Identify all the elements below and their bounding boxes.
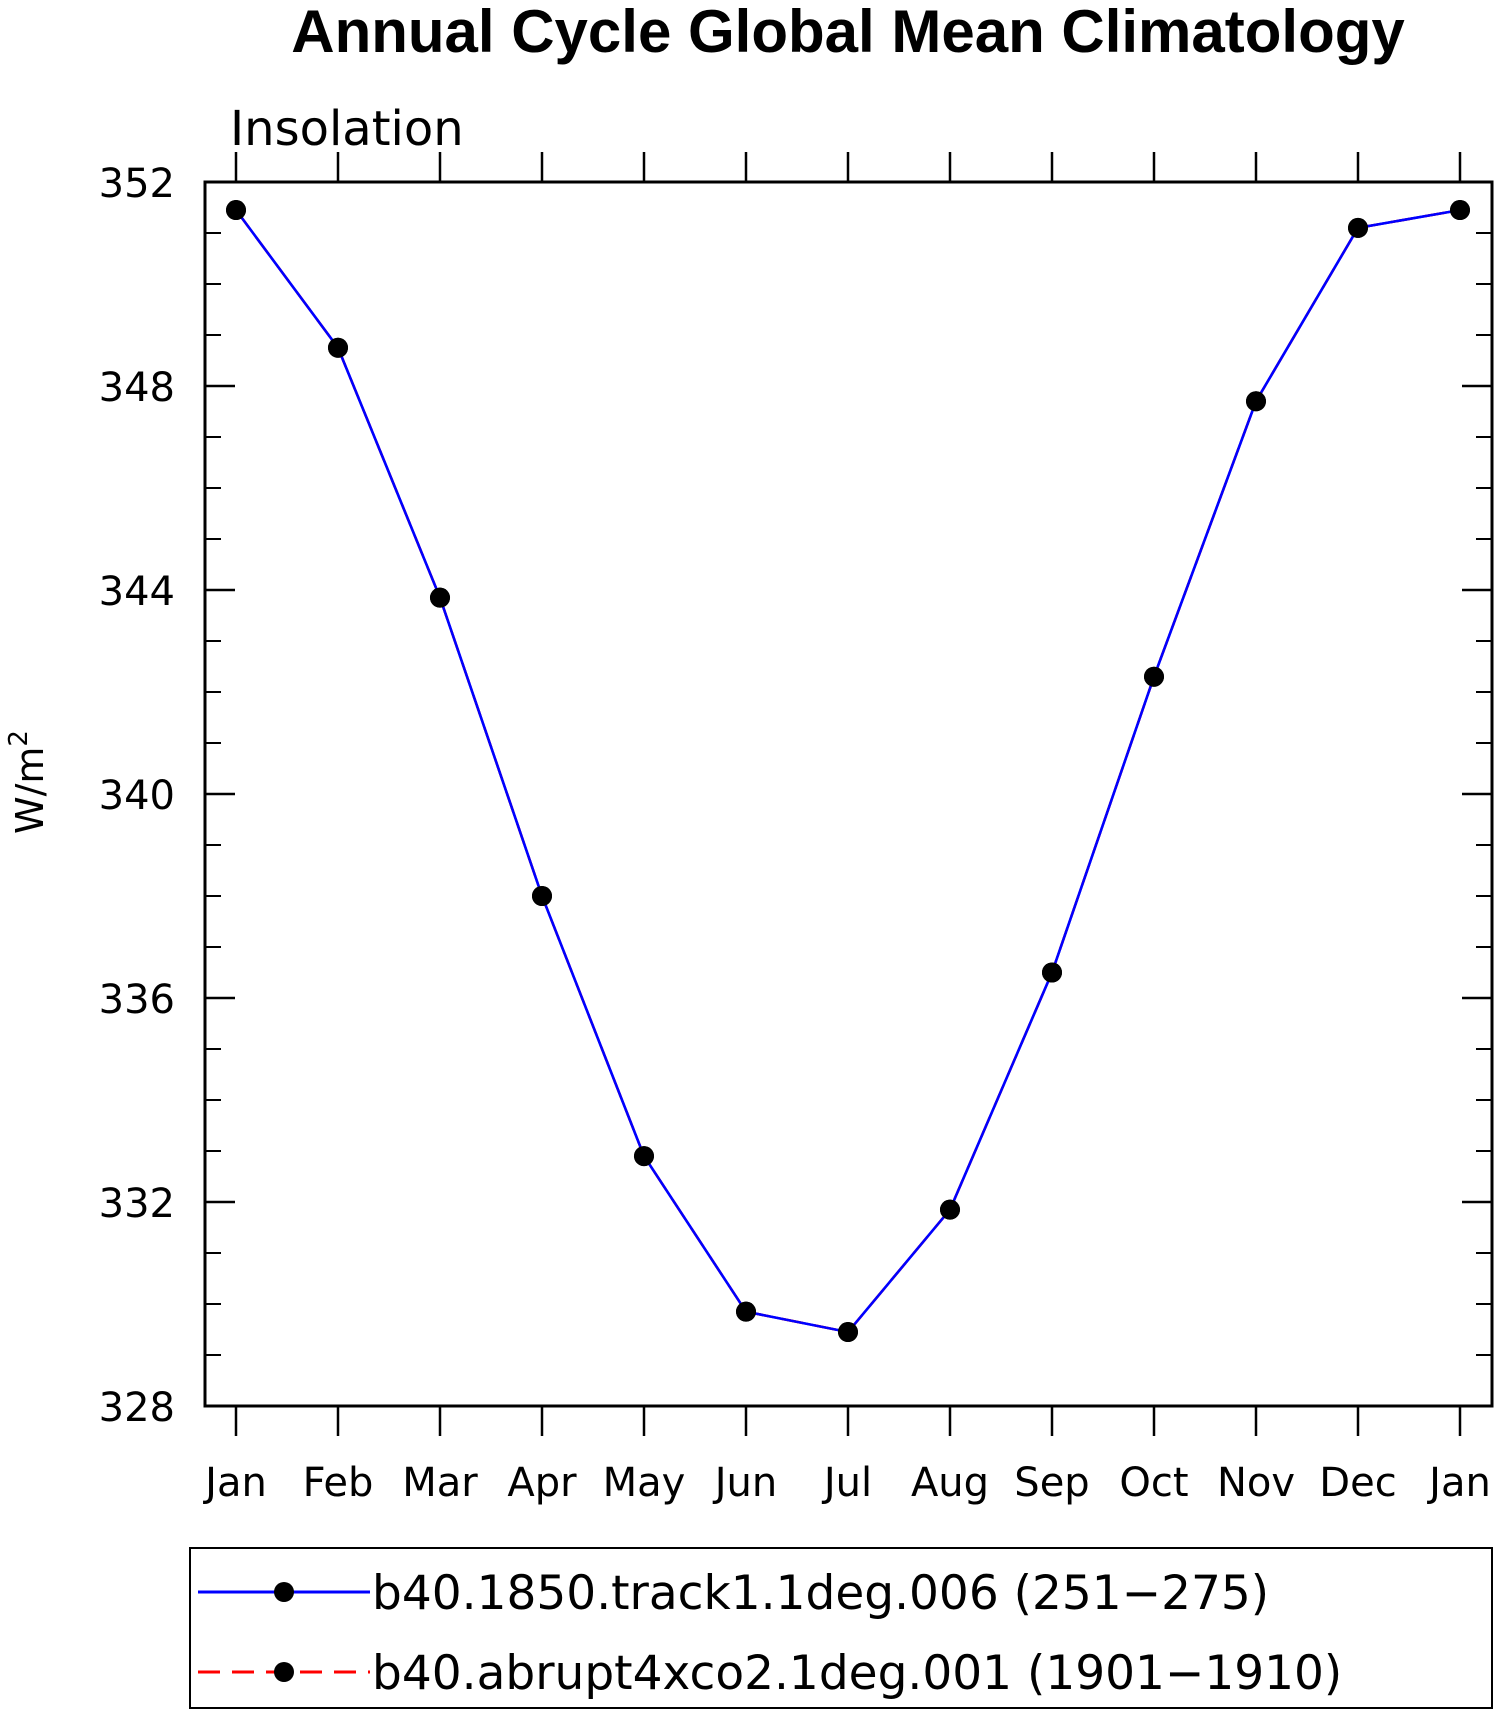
series-line-1 <box>234 208 1461 1334</box>
x-tick-label: Jan <box>202 1460 267 1506</box>
x-tick-label: Jul <box>821 1460 872 1506</box>
legend-label: b40.abrupt4xco2.1deg.001 (1901−1910) <box>372 1646 1342 1701</box>
data-point-series-2 <box>1144 666 1164 687</box>
y-tick-label: 336 <box>99 977 175 1023</box>
y-tick-label: 340 <box>99 773 175 819</box>
data-point-series-2 <box>634 1146 654 1167</box>
y-tick-label: 332 <box>99 1181 175 1227</box>
x-tick-label: Dec <box>1319 1460 1396 1506</box>
y-axis-label-base: W/m <box>8 747 52 834</box>
legend-box <box>189 1547 1493 1709</box>
data-point-series-2 <box>1042 962 1062 983</box>
data-point-series-2 <box>940 1199 960 1220</box>
y-tick-label: 352 <box>99 161 175 207</box>
data-point-series-2 <box>328 337 348 358</box>
data-point-series-2 <box>532 886 552 906</box>
x-tick-label: Apr <box>507 1460 577 1506</box>
x-tick-label: Jun <box>712 1460 778 1506</box>
data-point-series-2 <box>430 587 450 608</box>
x-tick-label: Jan <box>1426 1460 1491 1506</box>
y-tick-label: 328 <box>99 1385 175 1431</box>
plot-layer: Jan Feb Mar Apr May Jun Jul Aug Sep Oct Nov Dec Jan 3… <box>99 152 1494 1506</box>
legend: b40.1850.track1.1deg.006 (251−275) b40.ab… <box>189 1547 1493 1709</box>
y-axis-label-superscript: 2 <box>4 730 34 747</box>
legend-label: b40.1850.track1.1deg.006 (251−275) <box>372 1566 1269 1621</box>
data-point-series-2 <box>736 1301 756 1322</box>
x-tick-label: Sep <box>1014 1460 1089 1506</box>
chart-title: Annual Cycle Global Mean Climatology <box>291 0 1405 65</box>
legend-swatch-marker <box>274 1582 294 1602</box>
series-line-1-overlay <box>234 208 1461 1334</box>
x-tick-label: Aug <box>911 1460 989 1506</box>
plot-frame <box>203 180 1494 1408</box>
data-point-series-2 <box>1450 200 1470 221</box>
series-line-2 <box>234 208 1461 1334</box>
y-axis-label: W/m2 <box>4 730 52 834</box>
data-point-series-2 <box>226 200 246 221</box>
x-tick-label: May <box>603 1460 686 1506</box>
data-point-series-2 <box>838 1322 858 1343</box>
data-point-series-2 <box>1348 217 1368 238</box>
x-tick-label: Feb <box>303 1460 374 1506</box>
chart-subtitle: Insolation <box>230 101 464 157</box>
data-point-series-2 <box>1246 391 1266 412</box>
y-tick-label: 344 <box>99 569 175 615</box>
legend-swatch-marker <box>274 1662 294 1682</box>
x-tick-label: Oct <box>1119 1460 1188 1506</box>
y-tick-label: 348 <box>99 365 175 411</box>
x-tick-label: Mar <box>402 1460 478 1506</box>
x-tick-label: Nov <box>1217 1460 1295 1506</box>
